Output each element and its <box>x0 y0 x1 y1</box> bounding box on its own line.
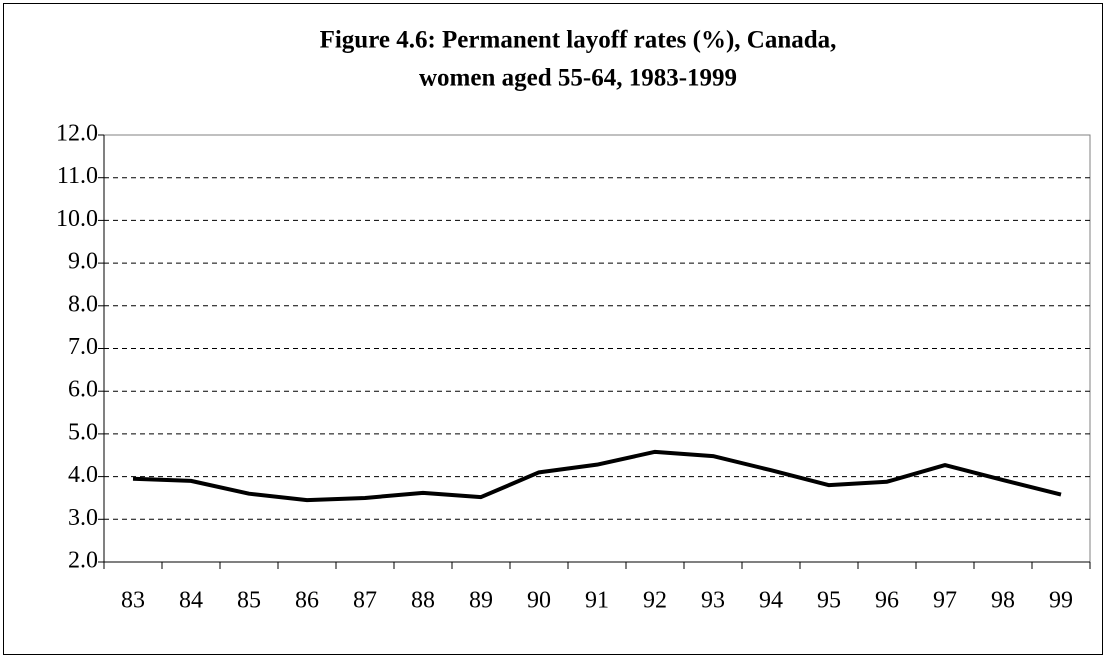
x-tick-label: 83 <box>121 588 145 614</box>
y-tick-label: 7.0 <box>68 334 98 360</box>
x-tick-label: 85 <box>237 588 261 614</box>
chart-title: Figure 4.6: Permanent layoff rates (%), … <box>320 27 837 54</box>
x-tick-label: 92 <box>643 588 667 614</box>
x-tick-label: 90 <box>527 588 551 614</box>
x-tick-label: 93 <box>701 588 725 614</box>
x-tick-label: 87 <box>353 588 377 614</box>
x-tick-label: 84 <box>179 588 203 614</box>
y-tick-label: 2.0 <box>68 548 98 574</box>
y-tick-label: 3.0 <box>68 505 98 531</box>
y-tick-label: 9.0 <box>68 249 98 275</box>
y-tick-label: 5.0 <box>68 419 98 445</box>
y-tick-label: 12.0 <box>56 121 98 147</box>
x-tick-label: 98 <box>991 588 1015 614</box>
x-tick-label: 97 <box>933 588 957 614</box>
chart-title: women aged 55-64, 1983-1999 <box>419 65 737 92</box>
x-tick-label: 91 <box>585 588 609 614</box>
x-tick-label: 94 <box>759 588 783 614</box>
y-tick-label: 10.0 <box>56 206 98 232</box>
chart-border <box>3 3 1103 655</box>
x-tick-label: 96 <box>875 588 899 614</box>
x-tick-label: 86 <box>295 588 319 614</box>
y-tick-label: 8.0 <box>68 291 98 317</box>
y-tick-label: 11.0 <box>57 163 98 189</box>
x-tick-label: 89 <box>469 588 493 614</box>
y-tick-label: 4.0 <box>68 462 98 488</box>
y-tick-label: 6.0 <box>68 377 98 403</box>
x-tick-label: 95 <box>817 588 841 614</box>
x-tick-label: 99 <box>1049 588 1073 614</box>
line-series <box>132 449 1062 503</box>
x-tick-label: 88 <box>411 588 435 614</box>
